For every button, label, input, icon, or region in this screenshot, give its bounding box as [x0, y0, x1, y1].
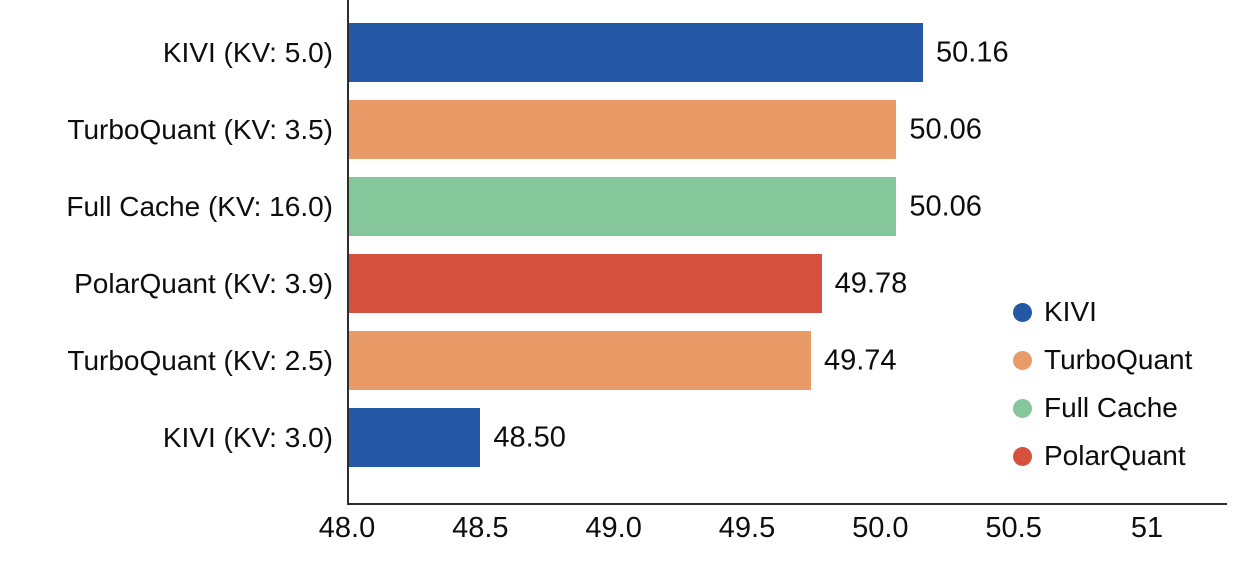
- x-tick-label: 50.5: [985, 512, 1042, 544]
- bar-row: KIVI (KV: 5.0) 50.16: [0, 14, 1250, 91]
- bar: [347, 331, 811, 390]
- bar-area: 48.50: [347, 408, 1227, 467]
- legend-color-dot: [1013, 302, 1032, 322]
- bar-value-label: 50.06: [909, 113, 982, 145]
- bar: [347, 23, 923, 82]
- category-label: KIVI (KV: 3.0): [162, 421, 333, 453]
- x-tick-label: 48.0: [318, 512, 376, 544]
- legend-label: PolarQuant: [1044, 440, 1186, 471]
- x-tick-label: 51: [1130, 512, 1164, 544]
- legend-label: Full Cache: [1044, 392, 1178, 423]
- category-label: PolarQuant (KV: 3.9): [74, 267, 333, 299]
- bar-value-label: 49.78: [834, 267, 908, 299]
- bar: [347, 100, 897, 159]
- legend-item: TurboQuant: [1013, 336, 1192, 384]
- bar-area: 50.06: [347, 177, 1227, 236]
- legend-item: Full Cache: [1013, 384, 1192, 432]
- bar-row: PolarQuant (KV: 3.9) 49.78: [0, 245, 1250, 322]
- bar: [347, 254, 822, 313]
- category-label: TurboQuant (KV: 2.5): [67, 344, 333, 376]
- bar-value-label: 48.50: [493, 421, 566, 453]
- x-axis: 48.0 48.5 49.0 49.5 50.0 50.5 51: [319, 505, 1227, 557]
- bar-row: TurboQuant (KV: 2.5) 49.74: [0, 322, 1250, 399]
- x-tick-label: 49.0: [585, 512, 642, 544]
- legend-item: PolarQuant: [1013, 432, 1192, 480]
- bar: [347, 408, 481, 467]
- category-label: KIVI (KV: 5.0): [162, 36, 333, 68]
- category-label: Full Cache (KV: 16.0): [66, 190, 333, 222]
- bar-row: TurboQuant (KV: 3.5) 50.06: [0, 91, 1250, 168]
- legend-label: TurboQuant: [1044, 344, 1193, 375]
- x-tick-label: 50.0: [852, 512, 909, 544]
- legend-color-dot: [1013, 446, 1032, 466]
- x-tick-label: 48.5: [452, 512, 509, 544]
- bar-rows: KIVI (KV: 5.0) 50.16 TurboQuant (KV: 3.5…: [0, 14, 1250, 476]
- legend-color-dot: [1013, 398, 1032, 418]
- category-label: TurboQuant (KV: 3.5): [67, 113, 333, 145]
- bar-row: Full Cache (KV: 16.0) 50.06: [0, 168, 1250, 245]
- bar-value-label: 50.06: [909, 190, 982, 222]
- legend-label: KIVI: [1044, 296, 1097, 327]
- bar-value-label: 49.74: [823, 344, 897, 376]
- x-tick-label: 49.5: [718, 512, 776, 544]
- bar-area: 49.74: [347, 331, 1227, 390]
- bar-area: 49.78: [347, 254, 1227, 313]
- bar-value-label: 50.16: [936, 36, 1009, 68]
- bar-area: 50.16: [347, 23, 1227, 82]
- legend: KIVI TurboQuant Full Cache PolarQuant: [1013, 288, 1192, 480]
- legend-item: KIVI: [1013, 288, 1192, 336]
- bar-area: 50.06: [347, 100, 1227, 159]
- bar: [347, 177, 897, 236]
- bar-row: KIVI (KV: 3.0) 48.50: [0, 399, 1250, 476]
- legend-color-dot: [1013, 350, 1032, 370]
